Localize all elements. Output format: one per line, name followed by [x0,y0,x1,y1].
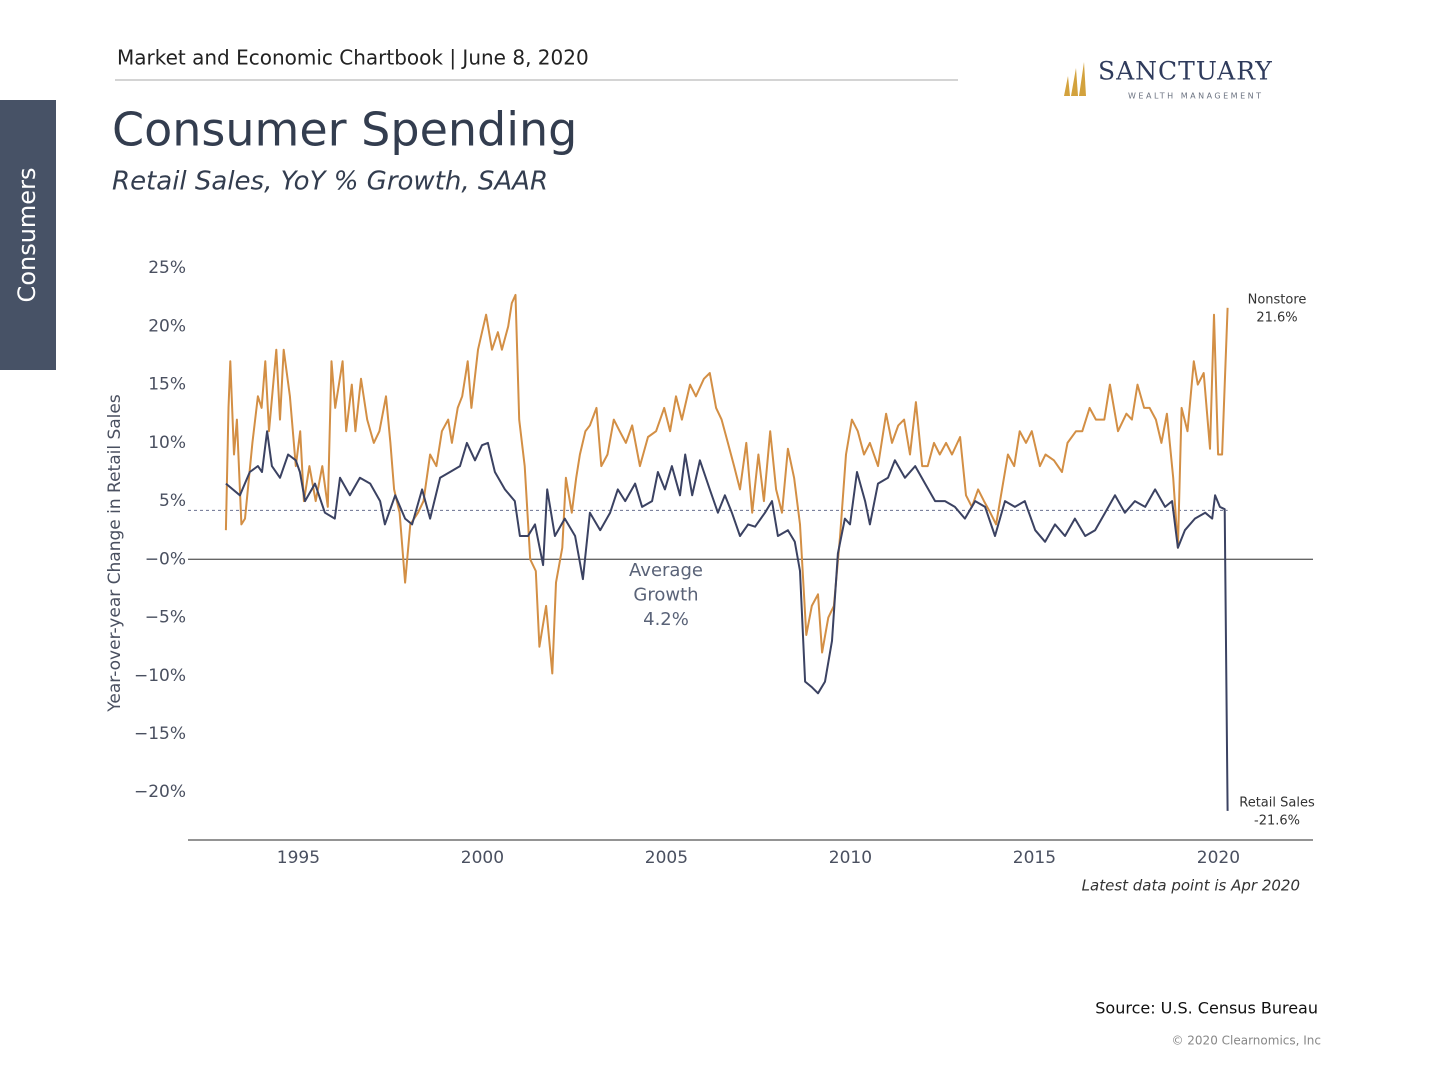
average-label: Average [629,560,703,581]
y-tick-label: −20% [134,782,186,802]
chart-subtitle: Retail Sales, YoY % Growth, SAAR [112,167,548,197]
y-tick-label: 20% [148,316,186,336]
x-tick-label: 2000 [461,848,504,868]
y-tick-label: 5% [159,491,186,511]
logo-mark [1064,62,1086,96]
x-tick-label: 2015 [1013,848,1056,868]
y-axis-title: Year-over-year Change in Retail Sales [105,394,125,713]
copyright: © 2020 Clearnomics, Inc [1171,1034,1321,1048]
x-tick-label: 2005 [645,848,688,868]
sidebar-label: Consumers [13,168,41,303]
x-tick-label: 2010 [829,848,872,868]
series-end-label: -21.6% [1254,814,1300,829]
series-line [224,293,1229,675]
x-tick-label: 1995 [277,848,320,868]
logo-name: SANCTUARY [1098,57,1273,86]
y-tick-label: 10% [148,433,186,453]
series-end-label: 21.6% [1256,311,1297,326]
note: Latest data point is Apr 2020 [1082,877,1300,895]
x-tick-label: 2020 [1197,848,1240,868]
header: Market and Economic Chartbook | June 8, … [117,46,589,70]
sidebar-tab [0,100,56,370]
series-line [225,430,1229,811]
average-label: Growth [633,585,698,606]
source: Source: U.S. Census Bureau [1095,999,1318,1018]
y-tick-label: −0% [145,549,186,569]
logo-tagline: WEALTH MANAGEMENT [1128,92,1264,101]
y-tick-label: −15% [134,724,186,744]
y-tick-label: 25% [148,258,186,278]
y-tick-label: −5% [145,608,186,628]
chart-title: Consumer Spending [112,103,577,157]
y-tick-label: 15% [148,375,186,395]
series-name: Nonstore [1248,293,1307,308]
average-label: 4.2% [643,609,689,630]
series-name: Retail Sales [1239,796,1315,811]
y-tick-label: −10% [134,666,186,686]
